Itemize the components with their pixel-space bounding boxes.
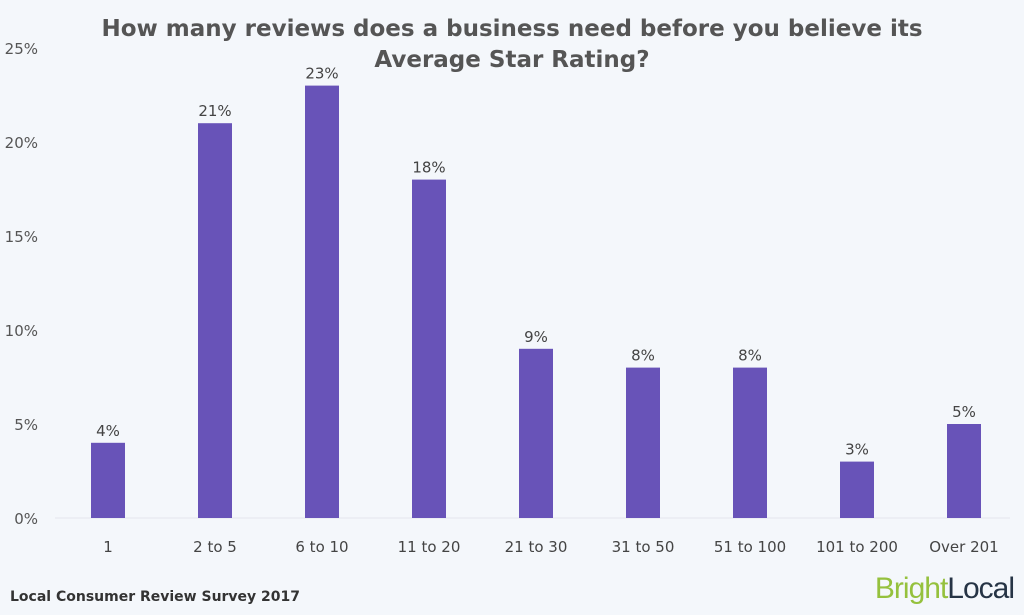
bar — [519, 348, 553, 518]
bar — [91, 442, 125, 518]
x-tick-label: Over 201 — [929, 538, 998, 556]
chart-title-line2: Average Star Rating? — [374, 47, 650, 73]
data-label: 21% — [198, 102, 231, 120]
chart-title-line1: How many reviews does a business need be… — [101, 16, 923, 42]
y-tick-label: 15% — [5, 228, 38, 246]
data-label: 8% — [631, 347, 655, 365]
brightlocal-logo: BrightLocal — [874, 572, 1015, 606]
bar — [733, 367, 767, 518]
x-tick-label: 1 — [103, 538, 113, 556]
data-label: 23% — [305, 65, 338, 83]
x-tick-label: 6 to 10 — [295, 538, 348, 556]
chart-title: How many reviews does a business need be… — [0, 14, 1024, 76]
x-tick-label: 11 to 20 — [398, 538, 461, 556]
logo-part2: Local — [947, 572, 1015, 605]
bar — [947, 424, 981, 518]
y-tick-label: 10% — [5, 322, 38, 340]
y-tick-label: 25% — [5, 40, 38, 58]
x-tick-label: 21 to 30 — [505, 538, 568, 556]
source-footer: Local Consumer Review Survey 2017 — [10, 589, 301, 605]
bar — [840, 461, 874, 518]
bar — [198, 123, 232, 518]
logo-part1: Bright — [874, 572, 948, 605]
y-tick-label: 20% — [5, 134, 38, 152]
y-tick-label: 0% — [14, 510, 38, 528]
x-tick-label: 31 to 50 — [612, 538, 675, 556]
y-tick-label: 5% — [14, 416, 38, 434]
data-label: 18% — [412, 159, 445, 177]
x-tick-label: 2 to 5 — [193, 538, 237, 556]
bar — [626, 367, 660, 518]
data-label: 8% — [738, 347, 762, 365]
x-tick-label: 51 to 100 — [714, 538, 786, 556]
bar — [305, 85, 339, 518]
bar — [412, 179, 446, 518]
data-label: 3% — [845, 441, 869, 459]
data-label: 5% — [952, 403, 976, 421]
data-label: 9% — [524, 328, 548, 346]
data-label: 4% — [96, 422, 120, 440]
x-tick-label: 101 to 200 — [816, 538, 898, 556]
